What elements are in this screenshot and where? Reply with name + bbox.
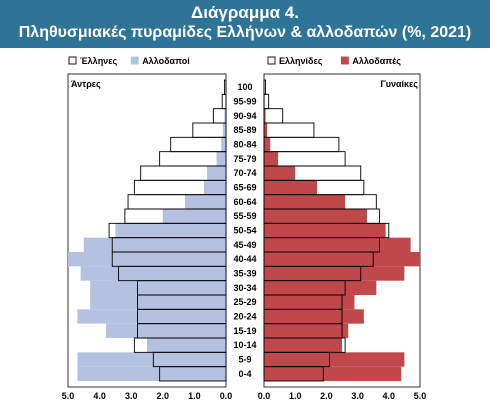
age-label-10-14: 10-14 [233,340,256,350]
age-label-95-99: 95-99 [233,97,256,107]
age-label-50-54: 50-54 [233,226,256,236]
bar-right-foreigners-55-59 [264,209,367,224]
bar-left-foreigners-80-84 [221,137,226,152]
bar-right-foreigners-45-49 [264,237,411,252]
tick-label-left-1: 4.0 [93,391,106,401]
bar-right-foreigners-65-69 [264,180,318,195]
bar-left-foreigners-50-54 [115,223,226,238]
bar-left-foreigners-35-39 [80,266,226,281]
bar-right-foreigners-85-89 [264,123,268,138]
legend-label-left-1: Αλλοδαποί [142,56,190,66]
legend-swatch-left-1 [130,56,139,65]
bar-left-nationals-80-84 [170,136,227,153]
bar-left-foreigners-15-19 [105,323,226,338]
bar-right-foreigners-50-54 [264,223,386,238]
tick-label-right-0: 0.0 [258,391,271,401]
bar-right-foreigners-30-34 [264,280,377,295]
tick-label-left-0: 5.0 [62,391,75,401]
bar-left-foreigners-40-44 [68,252,226,267]
age-label-100: 100 [237,82,252,92]
legend-swatch-right-0 [267,56,276,65]
age-label-20-24: 20-24 [233,312,256,322]
bar-right-foreigners-70-74 [264,166,296,181]
bar-right-foreigners-0-4 [264,366,402,381]
bar-right-nationals-90-94 [263,108,284,124]
bar-right-foreigners-40-44 [264,252,420,267]
bar-left-foreigners-30-34 [90,280,227,295]
bar-right-foreigners-60-64 [264,194,346,209]
age-label-45-49: 45-49 [233,240,256,250]
bar-left-foreigners-60-64 [184,194,226,209]
population-pyramid-chart: Άντρες 5.0 4.0 3.0 2.0 1.0 0.0 Έλληνες Αλλοδαποί… [62,56,427,401]
age-label-30-34: 30-34 [233,283,256,293]
bar-left-foreigners-10-14 [147,338,226,353]
bar-right-foreigners-5-9 [264,352,405,367]
bar-left-nationals-85-89 [192,122,227,138]
age-label-40-44: 40-44 [233,254,256,264]
tick-label-left-3: 2.0 [157,391,170,401]
tick-label-right-3: 3.0 [351,391,364,401]
legend-label-right-1: Αλλοδαπές [352,56,401,66]
bar-right-foreigners-35-39 [264,266,405,281]
panel-label-right: Γυναίκες [380,79,418,89]
age-label-35-39: 35-39 [233,269,256,279]
bar-left-foreigners-90-94 [224,108,226,123]
bar-right-foreigners-15-19 [264,323,349,338]
bar-left-foreigners-55-59 [162,209,226,224]
bar-right-nationals-0-4 [263,366,324,382]
bar-left-foreigners-0-4 [77,366,226,381]
bar-left-foreigners-65-69 [203,180,226,195]
bar-right-foreigners-75-79 [264,151,279,166]
bar-right-foreigners-90-94 [264,108,266,123]
bar-left-foreigners-70-74 [207,166,226,181]
bar-left-nationals-90-94 [212,108,227,124]
legend-swatch-left-0 [68,56,77,65]
bar-right-nationals-85-89 [263,122,315,138]
age-label-85-89: 85-89 [233,125,256,135]
bar-left-foreigners-85-89 [222,123,226,138]
bar-right-foreigners-80-84 [264,137,271,152]
bar-left-nationals-75-79 [159,151,227,167]
bar-right-nationals-95-99 [263,93,270,110]
tick-label-right-5: 5.0 [414,391,427,401]
legend-swatch-right-1 [340,56,349,65]
bar-left-nationals-100 [223,79,227,95]
bar-left-foreigners-75-79 [216,151,226,166]
bar-left-foreigners-5-9 [77,352,226,367]
age-label-75-79: 75-79 [233,154,256,164]
bar-left-nationals-0-4 [159,366,227,382]
legend-label-right-0: Ελληνίδες [279,56,323,66]
bar-left-foreigners-20-24 [77,309,226,324]
age-label-65-69: 65-69 [233,183,256,193]
age-label-70-74: 70-74 [233,168,256,178]
age-label-15-19: 15-19 [233,326,256,336]
tick-label-left-2: 3.0 [125,391,138,401]
tick-label-left-5: 0.0 [220,391,233,401]
panel-label-left: Άντρες [71,79,101,89]
age-label-5-9: 5-9 [238,355,251,365]
tick-label-right-4: 4.0 [383,391,396,401]
tick-label-left-4: 1.0 [188,391,201,401]
age-label-60-64: 60-64 [233,197,256,207]
chart-title: Διάγραμμα 4. [191,3,299,22]
age-label-80-84: 80-84 [233,140,256,150]
tick-label-right-1: 1.0 [289,391,302,401]
bar-right-nationals-80-84 [263,136,340,153]
bar-right-foreigners-25-29 [264,295,355,310]
age-label-90-94: 90-94 [233,111,256,121]
bar-right-nationals-100 [263,79,267,95]
age-label-0-4: 0-4 [238,369,251,379]
bar-right-foreigners-10-14 [264,338,342,353]
tick-label-right-2: 2.0 [320,391,333,401]
bar-left-foreigners-45-49 [83,237,226,252]
legend-label-left-0: Έλληνες [80,56,117,66]
bar-left-foreigners-25-29 [90,295,227,310]
age-label-25-29: 25-29 [233,297,256,307]
bar-right-foreigners-20-24 [264,309,364,324]
chart-header: Διάγραμμα 4. Πληθυσμιακές πυραμίδες Ελλή… [0,0,490,48]
age-label-55-59: 55-59 [233,211,256,221]
chart-subtitle: Πληθυσμιακές πυραμίδες Ελλήνων & αλλοδαπ… [18,24,472,41]
